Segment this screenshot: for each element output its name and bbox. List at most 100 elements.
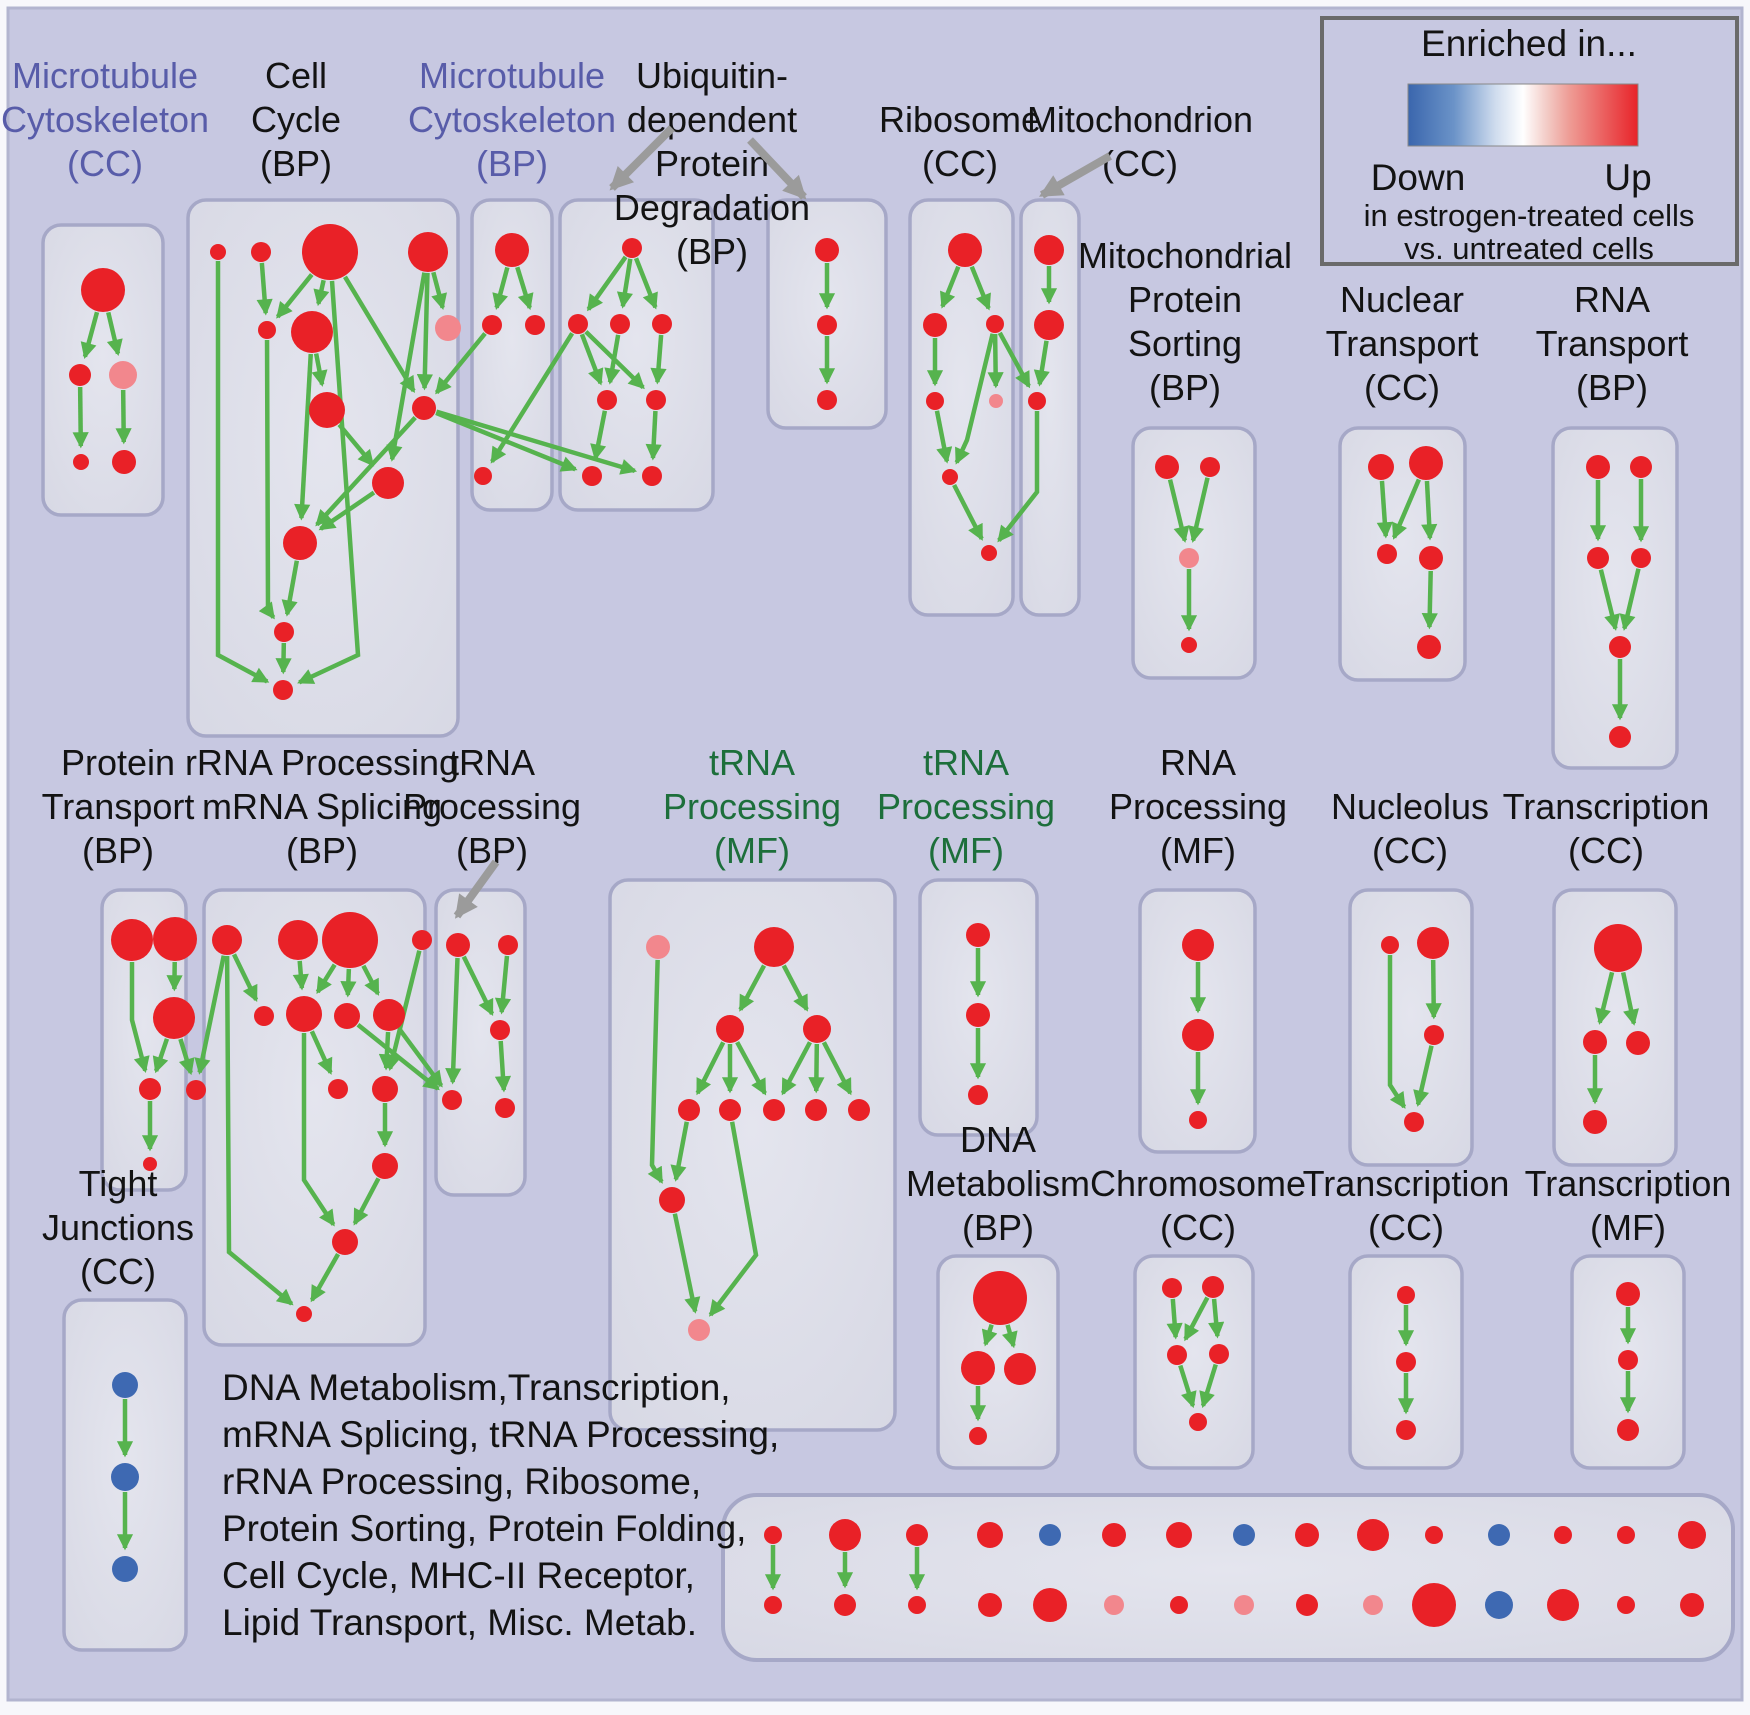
dna-metabolism-node-1 bbox=[961, 1351, 995, 1385]
cell-cycle-node-2 bbox=[302, 224, 358, 280]
trna-processing-bp-label: Processing bbox=[403, 786, 581, 827]
dna-metabolism-node-3 bbox=[969, 1427, 987, 1445]
protein-transport-box bbox=[100, 888, 188, 1192]
cell-cycle-node-1 bbox=[251, 242, 271, 262]
dna-metabolism-edge bbox=[981, 1324, 998, 1347]
chromosome-cc-edge bbox=[1178, 1364, 1197, 1409]
trna-processing-bp-node-0 bbox=[446, 933, 470, 957]
matrix-node-bottom-11 bbox=[1485, 1591, 1513, 1619]
chromosome-cc-label: Chromosome bbox=[1090, 1163, 1306, 1204]
chromosome-cc-node-3 bbox=[1209, 1344, 1229, 1364]
transcription-mf-label: (MF) bbox=[1590, 1207, 1666, 1248]
matrix-node-bottom-7 bbox=[1234, 1595, 1254, 1615]
summary-text-line: rRNA Processing, Ribosome, bbox=[222, 1461, 701, 1502]
tight-junctions-node-0 bbox=[112, 1372, 138, 1398]
rna-processing-mf-label: RNA bbox=[1160, 742, 1236, 783]
summary-text-line: Protein Sorting, Protein Folding, bbox=[222, 1508, 746, 1549]
nuclear-transport-label: (CC) bbox=[1364, 367, 1440, 408]
mitochondrial-protein-sorting-label: Sorting bbox=[1128, 323, 1242, 364]
cell-cycle-edge bbox=[275, 273, 314, 319]
microtubule-cytoskeleton-cc-node-1 bbox=[69, 364, 91, 386]
cell-cycle-edge bbox=[275, 642, 292, 675]
cell-cycle-edge bbox=[337, 423, 375, 467]
rna-processing-mf-node-0 bbox=[1182, 929, 1214, 961]
microtubule-cytoskeleton-bp-edge bbox=[492, 266, 510, 310]
mitochondrial-protein-sorting-label: Protein bbox=[1128, 279, 1242, 320]
microtubule-cytoskeleton-cc-edge bbox=[115, 389, 132, 445]
tight-junctions-label: Junctions bbox=[42, 1207, 194, 1248]
edge-arrow-bent bbox=[258, 339, 276, 620]
nucleolus-cc-node-1 bbox=[1417, 927, 1449, 959]
ubiquitin-degradation-a-label: Ubiquitin- bbox=[636, 55, 788, 96]
rrna-processing-mrna-splicing-node-5 bbox=[286, 996, 322, 1032]
transcription-cc-row2-edge bbox=[1595, 971, 1615, 1025]
ubiquitin-degradation-b-node-2 bbox=[817, 390, 837, 410]
trna-processing-mf-2-label: tRNA bbox=[923, 742, 1009, 783]
ubiquitin-degradation-a-edge bbox=[645, 410, 662, 461]
rrna-processing-mrna-splicing-label: rRNA Processing bbox=[185, 742, 459, 783]
transcription-mf-label: Transcription bbox=[1525, 1163, 1732, 1204]
rrna-processing-mrna-splicing-node-8 bbox=[328, 1079, 348, 1099]
mitochondrial-protein-sorting-node-3 bbox=[1181, 637, 1197, 653]
cross-edge bbox=[194, 955, 226, 1075]
cell-cycle-node-4 bbox=[258, 321, 276, 339]
chromosome-cc-node-0 bbox=[1162, 1278, 1182, 1298]
rna-transport-node-3 bbox=[1631, 548, 1651, 568]
cross-edge bbox=[356, 1022, 440, 1091]
transcription-mf-node-2 bbox=[1617, 1419, 1639, 1441]
ribosome-cc-label: (CC) bbox=[922, 143, 998, 184]
tight-junctions-node-2 bbox=[112, 1556, 138, 1582]
cell-cycle-node-11 bbox=[274, 622, 294, 642]
rrna-processing-mrna-splicing-node-10 bbox=[372, 1153, 398, 1179]
chromosome-cc-node-4 bbox=[1189, 1413, 1207, 1431]
transcription-cc-row2-edge bbox=[1620, 972, 1639, 1026]
trna-processing-mf-1-edge bbox=[670, 1121, 689, 1182]
protein-transport-edge bbox=[152, 1038, 170, 1074]
cell-cycle-edge bbox=[281, 560, 300, 617]
microtubule-cytoskeleton-bp-label: (BP) bbox=[476, 143, 548, 184]
microtubule-cytoskeleton-cc-edge bbox=[80, 311, 100, 360]
arrow-to-mitochondrion-box bbox=[1039, 152, 1112, 199]
rrna-processing-mrna-splicing-label: mRNA Splicing bbox=[202, 786, 442, 827]
edge-arrow-bent bbox=[129, 962, 150, 1073]
edge-arrow-bent bbox=[1387, 955, 1407, 1109]
trna-processing-mf-1-edge bbox=[738, 964, 767, 1012]
rrna-processing-mrna-splicing-edge bbox=[352, 1177, 381, 1226]
microtubule-cytoskeleton-bp-node-3 bbox=[474, 467, 492, 485]
ubiquitin-degradation-a-edge bbox=[579, 333, 604, 386]
ubiquitin-degradation-a-edge bbox=[650, 334, 667, 385]
nuclear-transport-edge bbox=[1392, 478, 1421, 540]
matrix-node-top-0 bbox=[764, 1526, 782, 1544]
mitochondrial-protein-sorting-node-1 bbox=[1200, 457, 1220, 477]
trna-processing-bp-node-1 bbox=[498, 935, 518, 955]
matrix-node-bottom-1 bbox=[834, 1594, 856, 1616]
rrna-processing-mrna-splicing-node-7 bbox=[373, 999, 405, 1031]
ubiquitin-degradation-a-edge bbox=[586, 255, 628, 312]
nuclear-transport-edge bbox=[1376, 480, 1393, 539]
matrix-node-bottom-14 bbox=[1680, 1593, 1704, 1617]
matrix-node-top-3 bbox=[977, 1522, 1003, 1548]
ubiquitin-degradation-a-label: Degradation bbox=[614, 187, 810, 228]
trna-processing-bp-edge bbox=[494, 955, 512, 1015]
cell-cycle-edge bbox=[313, 279, 330, 307]
edge-arrow-bent bbox=[997, 411, 1040, 543]
ubiquitin-degradation-a-label: dependent bbox=[627, 99, 797, 140]
nucleolus-cc-label: Nucleolus bbox=[1331, 786, 1489, 827]
summary-text-line: Cell Cycle, MHC-II Receptor, bbox=[222, 1555, 695, 1596]
nucleolus-cc-node-3 bbox=[1404, 1112, 1424, 1132]
trna-processing-bp-edge bbox=[461, 955, 495, 1017]
ubiquitin-degradation-b-box bbox=[766, 198, 888, 430]
trna-processing-bp-edge bbox=[445, 957, 462, 1085]
edge-arrow-bent bbox=[215, 261, 270, 684]
protein-transport-label: Transport bbox=[42, 786, 195, 827]
nuclear-transport-node-1 bbox=[1409, 446, 1443, 480]
trna-processing-mf-1-edge bbox=[695, 1041, 726, 1096]
trna-processing-mf-1-node-5 bbox=[719, 1099, 741, 1121]
dna-metabolism-label: Metabolism bbox=[906, 1163, 1090, 1204]
ubiquitin-degradation-a-node-1 bbox=[568, 314, 588, 334]
rrna-processing-mrna-splicing-edge bbox=[361, 964, 380, 996]
transcription-cc-row2-node-0 bbox=[1594, 924, 1642, 972]
mitochondrion-cc-box bbox=[1019, 198, 1081, 617]
dna-metabolism-node-0 bbox=[973, 1271, 1027, 1325]
